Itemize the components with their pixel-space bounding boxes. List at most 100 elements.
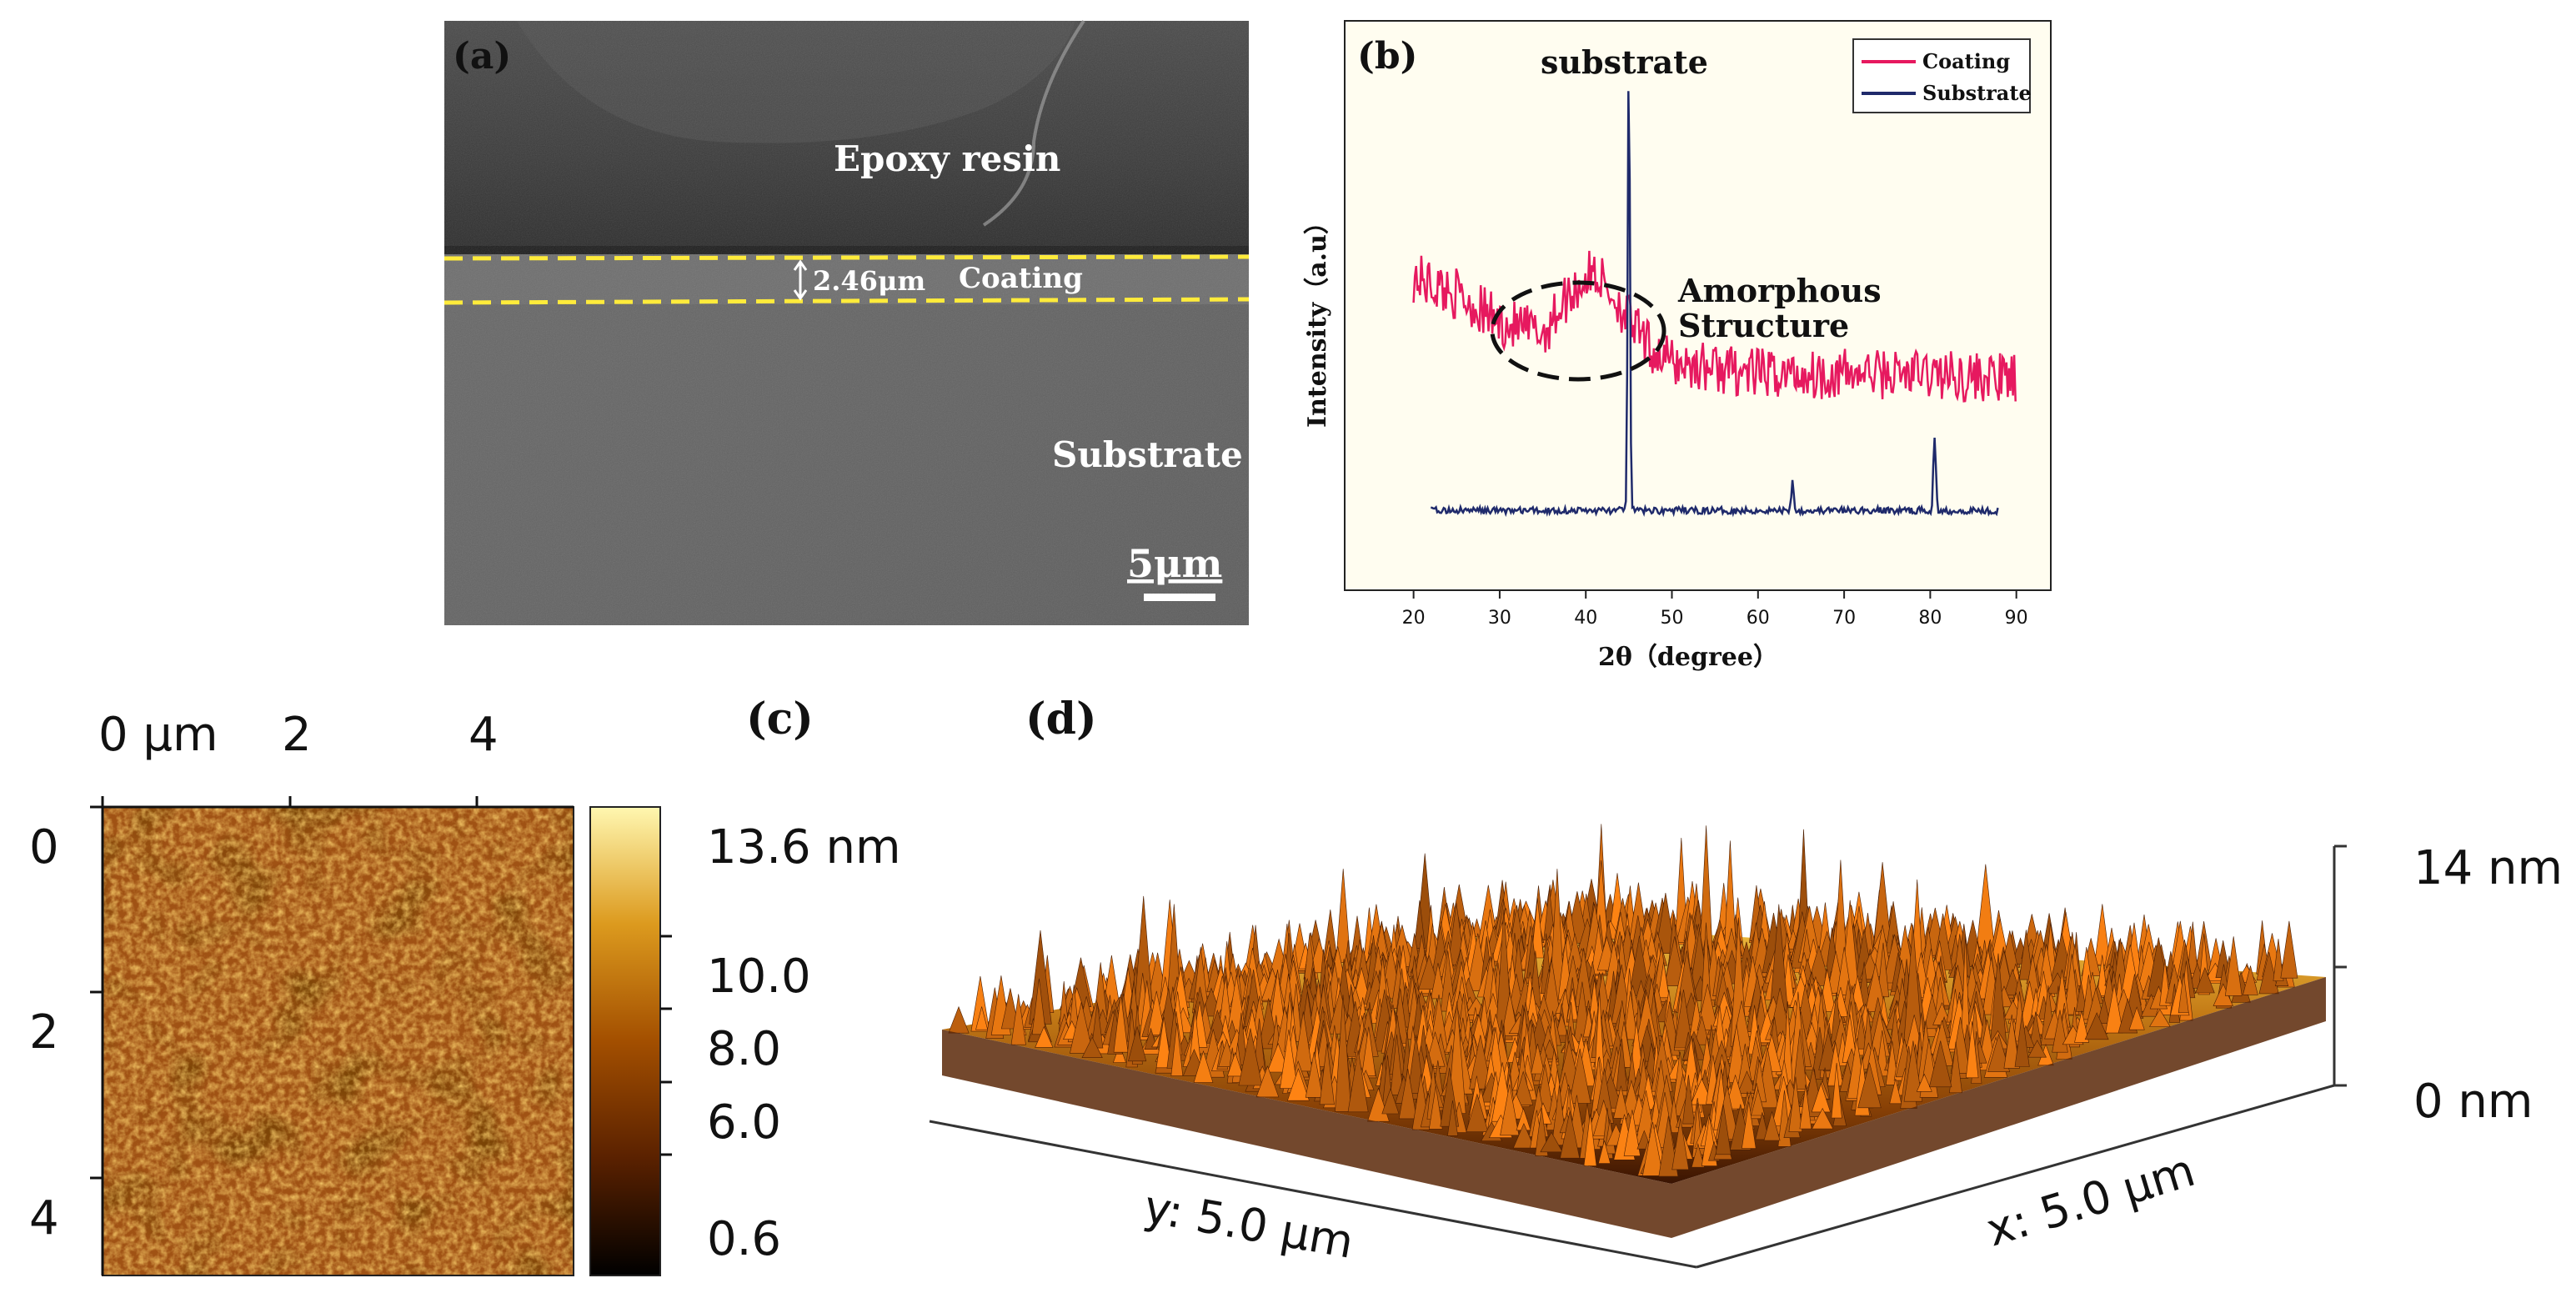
- surface-spike: [1500, 1084, 1520, 1136]
- surface-spike: [1792, 1029, 1807, 1090]
- surface-spike: [1694, 1015, 1710, 1045]
- surface-spike: [1560, 1110, 1581, 1159]
- xrd-xtick-label: 60: [1747, 608, 1770, 629]
- surface-spike: [1280, 1029, 1298, 1089]
- colorbar-label-8: 8.0: [707, 1022, 781, 1076]
- surface-spike: [2052, 1010, 2068, 1053]
- surface-spike: [1305, 1051, 1323, 1098]
- surface-spike: [2064, 954, 2080, 1015]
- surface-spike: [1381, 1087, 1400, 1115]
- surface-spike: [1928, 1040, 1952, 1088]
- surface-spike: [970, 975, 990, 1032]
- surface-spike: [1540, 1131, 1563, 1153]
- surface-spike: [2148, 1009, 2171, 1027]
- afm-xtick-label-0: 0 μm: [98, 708, 218, 762]
- panel-c-label: (c): [746, 694, 814, 744]
- y-axis-label: y: 5.0 μm: [1140, 1180, 1357, 1269]
- surface-spike: [1128, 1025, 1147, 1062]
- surface-spike: [1598, 1140, 1611, 1164]
- surface-spike: [2195, 967, 2215, 994]
- y-axis-line: [929, 1120, 1697, 1269]
- colorbar: [589, 806, 661, 1276]
- surface-spike: [1513, 1070, 1534, 1105]
- surface-spike: [1398, 1069, 1417, 1120]
- sem-grain: [444, 21, 1249, 625]
- x-axis-label: x: 5.0 μm: [1980, 1144, 2201, 1256]
- xrd-xtick-label: 80: [1918, 608, 1942, 629]
- xrd-x-axis-label: 2θ（degree）: [1598, 643, 1778, 672]
- xrd-xtick-label: 50: [1661, 608, 1684, 629]
- substrate-series-line: [1430, 91, 1999, 518]
- surface-spike: [1569, 1048, 1591, 1104]
- surface-spike: [2105, 984, 2123, 1034]
- surface-spike: [1965, 1021, 1979, 1079]
- epoxy-resin-label: Epoxy resin: [834, 138, 1060, 179]
- xrd-xtick-label: 20: [1402, 608, 1426, 629]
- surface-spike: [948, 1005, 970, 1034]
- surface-spike: [2003, 1015, 2020, 1069]
- surface-spike: [1010, 994, 1026, 1045]
- panel-a-label: (a): [453, 35, 511, 78]
- surface-spike: [1583, 1113, 1597, 1166]
- surface-spike: [1613, 1085, 1629, 1119]
- surface-spike: [1193, 1050, 1214, 1083]
- surface-spike: [1623, 1110, 1641, 1156]
- xrd-legend: Coating Substrate: [1852, 38, 2032, 113]
- surface-spike: [1081, 1036, 1103, 1058]
- z-axis-bottom-label: 0 nm: [2413, 1075, 2533, 1129]
- surface-spike: [1070, 1002, 1094, 1054]
- surface-spike: [2075, 981, 2087, 1012]
- surface-spike: [1691, 1143, 1705, 1168]
- substrate-label: Substrate: [1052, 434, 1243, 475]
- surface-spike: [1799, 1084, 1812, 1130]
- coating-top-boundary: [444, 254, 1250, 261]
- surface-spike: [1466, 1093, 1489, 1132]
- afm-ytick-label-2: 2: [29, 1005, 59, 1060]
- substrate-peak-label: substrate: [1541, 43, 1708, 81]
- panel-c-afm-map: 0 μm 2 4 0 2 4 13.6 nm 10.0 8.0 6.0 0.6 …: [29, 694, 901, 1276]
- surface-spike: [1812, 1107, 1834, 1130]
- surface-spike: [1668, 1096, 1680, 1133]
- surface-spike: [1428, 1085, 1443, 1130]
- surface-spike: [2074, 1010, 2089, 1043]
- surface-spike: [975, 1006, 989, 1030]
- surface-spike: [1742, 1101, 1757, 1149]
- surface-spike: [1655, 892, 1676, 954]
- surface-spike: [1949, 1041, 1962, 1094]
- surface-spike: [1335, 995, 1351, 1112]
- surface-spike: [1469, 1035, 1492, 1090]
- surface-spike: [1877, 942, 1890, 998]
- xrd-xtick-label: 90: [2005, 608, 2028, 629]
- surface-spike: [1255, 1065, 1280, 1098]
- surface-spike: [2128, 1006, 2145, 1030]
- panel-d-afm-3d: (d) 14 nm 0 nm y: 5.0 μm x: 5.0 μm: [929, 694, 2563, 1269]
- panel-b-xrd-chart: 20 30 40 50 60 70 80 90 (b) substrate Amorphous…: [1303, 20, 2052, 672]
- surface-spike: [1856, 1015, 1867, 1050]
- amorphous-highlight-ellipse: [1490, 280, 1666, 382]
- surface-spike: [2014, 1013, 2030, 1067]
- surface-spike: [2224, 936, 2243, 996]
- coating-series-line: [1412, 250, 2017, 403]
- legend-box: [1852, 38, 2031, 113]
- surface-spike: [1642, 1121, 1663, 1176]
- surface-spike: [2187, 921, 2198, 975]
- surface-spike: [1293, 1011, 1313, 1072]
- afm-ytick-label-4: 4: [29, 1191, 59, 1245]
- surface-spike: [2280, 920, 2298, 979]
- thickness-arrow-heads: [793, 259, 808, 301]
- surface-spike: [1418, 955, 1441, 990]
- scale-bar: [1144, 594, 1215, 601]
- colorbar-label-max: 13.6 nm: [707, 820, 901, 875]
- surface-spike: [1715, 1104, 1732, 1155]
- panel-d-label: (d): [1025, 694, 1097, 744]
- surface-spike: [1903, 1040, 1923, 1102]
- surface-spike: [2178, 973, 2189, 1014]
- annotation-line-1: Amorphous: [1677, 272, 1882, 309]
- surface-spike: [1535, 1107, 1549, 1156]
- xrd-y-axis-label: Intensity（a.u）: [1303, 209, 1332, 428]
- colorbar-label-10: 10.0: [707, 950, 811, 1004]
- surface-spike: [2243, 965, 2258, 995]
- surface-spike: [1286, 1068, 1310, 1101]
- afm-ytick-label-0: 0: [29, 820, 59, 875]
